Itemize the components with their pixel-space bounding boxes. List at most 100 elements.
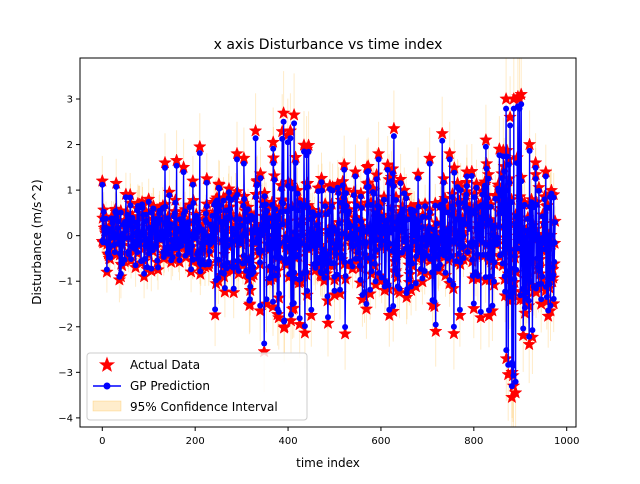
gp-prediction-point [128,202,134,208]
gp-prediction-point [180,232,186,238]
gp-prediction-point [400,229,406,235]
gp-prediction-point [444,247,450,253]
gp-prediction-point [211,236,217,242]
gp-prediction-point [222,285,228,291]
gp-prediction-point [500,261,506,267]
gp-prediction-point [385,167,391,173]
gp-prediction-point [181,169,187,175]
gp-prediction-point [386,282,392,288]
gp-prediction-point [234,192,240,198]
gp-prediction-point [400,207,406,213]
gp-prediction-point [528,279,534,285]
gp-prediction-point [516,238,522,244]
gp-prediction-point [433,322,439,328]
gp-prediction-point [165,215,171,221]
gp-prediction-point [450,282,456,288]
gp-prediction-point [298,276,304,282]
x-tick-label: 800 [464,436,483,447]
gp-prediction-point [517,196,523,202]
gp-prediction-point [221,250,227,256]
gp-prediction-point [270,299,276,305]
gp-prediction-point [172,200,178,206]
gp-prediction-point [478,309,484,315]
gp-prediction-point [485,195,491,201]
gp-prediction-point [341,167,347,173]
gp-prediction-point [362,289,368,295]
gp-prediction-point [467,226,473,232]
gp-prediction-point [503,106,509,112]
gp-prediction-point [388,215,394,221]
gp-prediction-point [526,298,532,304]
gp-prediction-point [427,256,433,262]
gp-prediction-point [243,268,249,274]
gp-prediction-point [124,212,130,218]
gp-prediction-point [289,186,295,192]
gp-prediction-point [154,258,160,264]
gp-prediction-point [539,273,545,279]
gp-prediction-point [503,347,509,353]
gp-prediction-point [393,197,399,203]
gp-prediction-point [393,265,399,271]
gp-prediction-point [330,188,336,194]
gp-prediction-point [427,209,433,215]
gp-prediction-point [351,192,357,198]
gp-prediction-point [501,168,507,174]
gp-prediction-point [294,232,300,238]
gp-prediction-point [232,231,238,237]
gp-prediction-point [504,154,510,160]
gp-prediction-point [377,205,383,211]
gp-prediction-point [343,273,349,279]
gp-prediction-point [167,231,173,237]
gp-prediction-point [116,219,122,225]
gp-prediction-point [326,209,332,215]
gp-prediction-point [533,165,539,171]
gp-prediction-point [236,268,242,274]
gp-prediction-point [289,205,295,211]
gp-prediction-point [518,101,524,107]
gp-prediction-point [419,275,425,281]
gp-prediction-point [402,235,408,241]
gp-prediction-point [287,256,293,262]
gp-prediction-point [262,226,268,232]
gp-prediction-point [247,296,253,302]
gp-prediction-point [387,241,393,247]
gp-prediction-point [491,279,497,285]
gp-prediction-point [502,273,508,279]
gp-prediction-point [305,184,311,190]
gp-prediction-point [263,202,269,208]
gp-prediction-point [308,307,314,313]
gp-prediction-point [112,249,118,255]
gp-prediction-point [496,224,502,230]
gp-prediction-point [552,219,558,225]
legend-swatch-confidence [93,401,121,411]
gp-prediction-point [418,224,424,230]
gp-prediction-point [450,206,456,212]
gp-prediction-point [172,210,178,216]
gp-prediction-point [241,161,247,167]
gp-prediction-point [373,247,379,253]
gp-prediction-point [295,252,301,258]
gp-prediction-point [536,262,542,268]
gp-prediction-point [391,226,397,232]
gp-prediction-point [363,301,369,307]
x-tick-label: 600 [371,436,390,447]
gp-prediction-point [511,285,517,291]
gp-prediction-point [262,193,268,199]
gp-prediction-point [487,218,493,224]
gp-prediction-point [238,223,244,229]
gp-prediction-point [257,303,263,309]
gp-prediction-point [270,160,276,166]
gp-prediction-point [118,210,124,216]
gp-prediction-point [297,315,303,321]
gp-prediction-point [300,233,306,239]
gp-prediction-point [314,261,320,267]
gp-prediction-point [461,243,467,249]
gp-prediction-point [128,256,134,262]
gp-prediction-point [471,242,477,248]
gp-prediction-point [197,150,203,156]
gp-prediction-point [391,183,397,189]
gp-prediction-point [143,212,149,218]
gp-prediction-point [144,218,150,224]
gp-prediction-point [239,240,245,246]
